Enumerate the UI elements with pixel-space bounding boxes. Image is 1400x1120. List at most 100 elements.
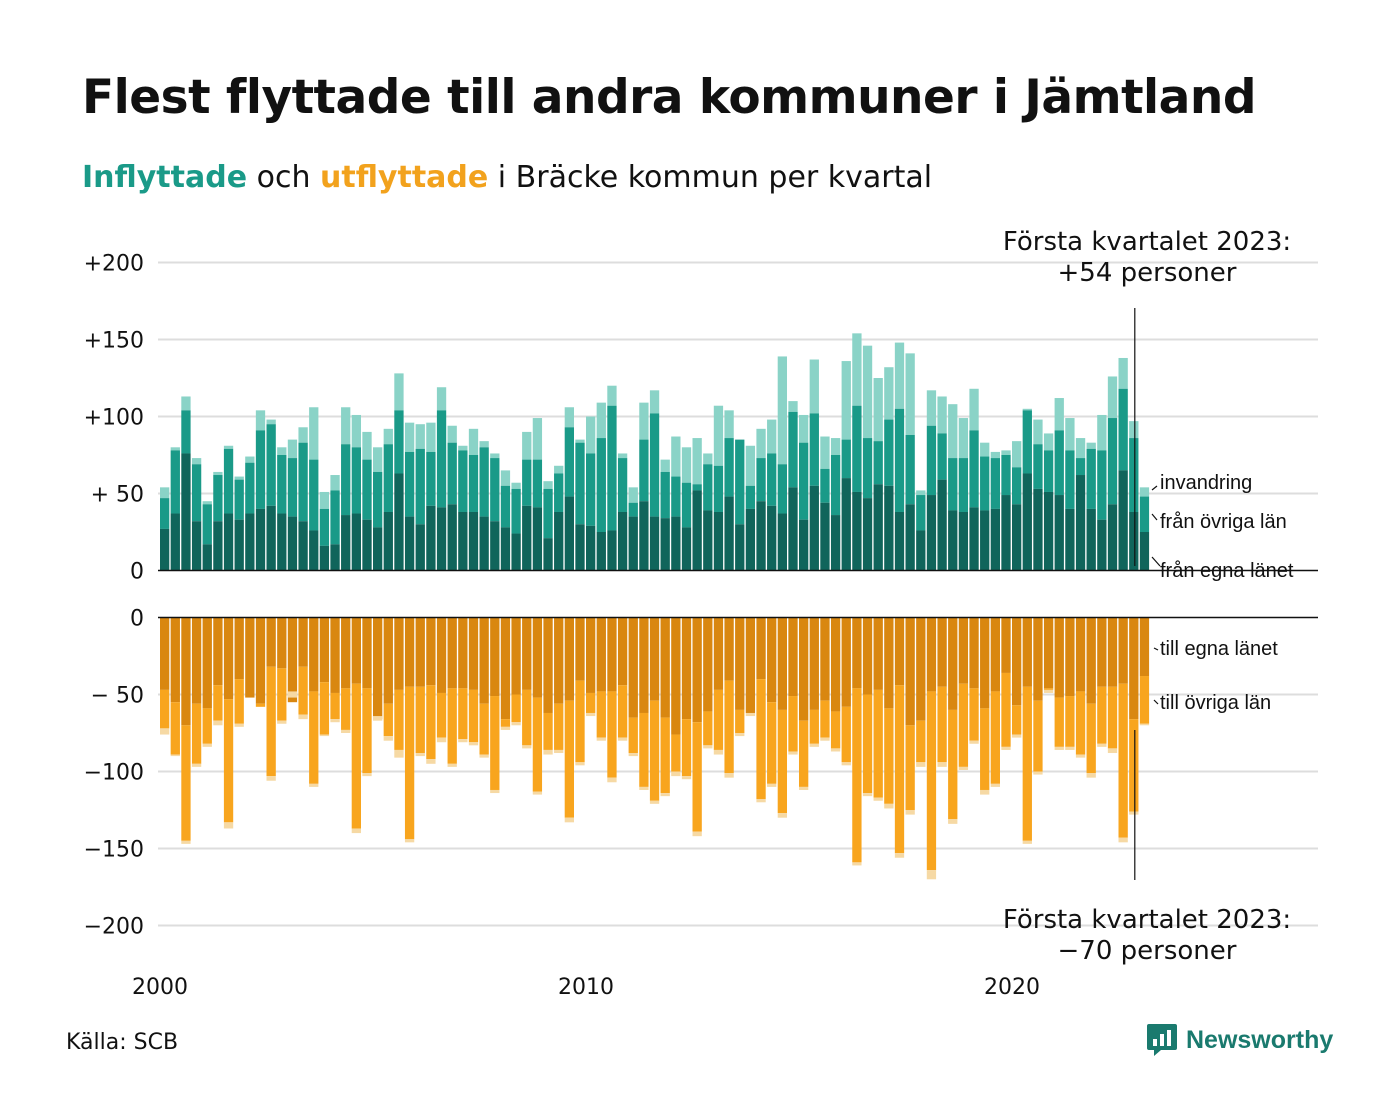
bar-in-immigration-83 — [1043, 433, 1054, 451]
bar-out-other-county-7 — [234, 679, 244, 724]
bar-out-other-county-59 — [788, 696, 798, 752]
bar-out-emigration-39 — [575, 762, 585, 766]
bar-out-own-county-56 — [756, 617, 766, 680]
chart-title: Flest flyttade till andra kommuner i Jäm… — [82, 70, 1256, 125]
bar-in-own-county-68 — [884, 485, 894, 571]
bar-out-emigration-88 — [1097, 743, 1107, 747]
bar-in-own-county-9 — [255, 508, 266, 571]
bar-in-own-county-4 — [202, 544, 212, 571]
newsworthy-logo: Newsworthy — [1146, 1022, 1333, 1058]
bar-in-own-county-44 — [628, 516, 638, 571]
bar-out-other-county-19 — [362, 688, 372, 774]
bar-out-other-county-60 — [799, 720, 809, 787]
bar-out-own-county-85 — [1065, 617, 1075, 697]
bar-in-own-county-87 — [1086, 508, 1096, 571]
bar-in-immigration-41 — [596, 402, 606, 439]
bar-in-other-county-48 — [671, 476, 681, 517]
series-leader-in-0 — [1151, 485, 1158, 491]
bar-in-other-county-9 — [255, 430, 266, 509]
bar-in-other-county-68 — [884, 419, 894, 486]
bar-out-emigration-61 — [809, 743, 819, 747]
bar-in-own-county-28 — [458, 511, 468, 571]
bar-in-own-county-86 — [1075, 475, 1086, 571]
bar-in-other-county-8 — [245, 462, 255, 514]
bar-out-own-county-6 — [223, 617, 234, 700]
bar-out-other-county-51 — [703, 711, 713, 746]
bar-in-immigration-30 — [479, 441, 489, 448]
bar-out-emigration-82 — [1033, 771, 1043, 775]
bar-out-own-county-64 — [841, 617, 851, 707]
bar-in-other-county-42 — [607, 405, 617, 531]
bar-in-other-county-38 — [564, 427, 574, 497]
bar-out-own-county-33 — [511, 617, 521, 695]
bar-out-own-county-82 — [1033, 617, 1043, 701]
bar-out-own-county-20 — [373, 617, 383, 720]
annotation-top-line-0: Första kvartalet 2023: — [1003, 227, 1291, 257]
bar-out-own-county-8 — [245, 617, 255, 698]
bar-out-other-county-0 — [160, 689, 170, 729]
bar-in-immigration-31 — [490, 453, 500, 459]
bar-out-emigration-79 — [1001, 746, 1011, 750]
bar-out-other-county-81 — [1022, 686, 1032, 841]
bar-out-own-county-41 — [596, 617, 606, 692]
bar-in-other-county-65 — [852, 405, 862, 492]
bar-out-other-county-58 — [777, 709, 787, 814]
bar-out-other-county-40 — [586, 692, 596, 713]
bar-in-own-county-70 — [905, 504, 915, 571]
series-label-in-0: invandring — [1160, 472, 1252, 494]
bar-out-emigration-66 — [862, 793, 873, 797]
bar-out-own-county-37 — [554, 617, 564, 704]
bar-in-own-county-46 — [649, 516, 660, 571]
bar-out-other-county-32 — [500, 719, 511, 727]
bar-out-own-county-45 — [639, 617, 649, 713]
bar-out-own-county-12 — [287, 617, 298, 703]
bar-in-other-county-26 — [436, 410, 447, 508]
bar-in-immigration-58 — [777, 356, 787, 465]
bar-in-other-county-11 — [277, 455, 287, 514]
bar-in-other-county-59 — [788, 411, 798, 488]
series-label-in-2: från egna länet — [1160, 560, 1294, 582]
inflow-bars — [160, 333, 1150, 571]
bar-in-other-county-90 — [1118, 388, 1128, 471]
bar-in-other-county-84 — [1054, 430, 1064, 496]
bar-out-emigration-78 — [990, 783, 1000, 787]
bar-in-other-county-36 — [543, 488, 553, 539]
bar-in-own-county-20 — [373, 527, 383, 571]
bar-in-immigration-86 — [1075, 438, 1086, 459]
bar-out-emigration-74 — [948, 819, 958, 824]
bar-out-emigration-0 — [160, 728, 170, 735]
bar-in-own-county-36 — [543, 538, 553, 571]
migration-chart: +200 +150 +100 + 50 0 0 − 50 −100 −150 −200 2000 20… — [84, 227, 1318, 1000]
bar-out-own-county-7 — [234, 617, 244, 680]
bar-out-own-county-81 — [1022, 617, 1032, 687]
bar-out-emigration-72 — [926, 870, 937, 880]
bar-in-immigration-25 — [426, 422, 436, 452]
bar-out-emigration-48 — [671, 771, 681, 777]
bar-in-own-county-91 — [1129, 511, 1139, 571]
bar-in-own-county-23 — [404, 516, 415, 571]
bar-in-own-county-5 — [213, 521, 223, 571]
bar-in-own-county-60 — [799, 519, 809, 571]
bar-in-own-county-76 — [969, 507, 979, 571]
bar-in-own-county-66 — [862, 498, 873, 571]
bar-out-other-county-18 — [351, 683, 361, 829]
bar-out-own-county-67 — [873, 617, 883, 690]
bar-in-own-county-63 — [830, 515, 841, 571]
bar-out-other-county-3 — [191, 703, 202, 764]
bar-in-immigration-57 — [767, 419, 777, 454]
bar-out-other-county-38 — [564, 700, 574, 818]
bar-in-immigration-82 — [1033, 419, 1043, 445]
bar-out-emigration-25 — [426, 759, 436, 764]
bar-out-own-county-32 — [500, 617, 511, 720]
bar-out-own-county-58 — [777, 617, 787, 710]
bar-in-own-county-45 — [639, 501, 649, 571]
bar-in-immigration-20 — [373, 447, 383, 472]
bar-in-other-county-1 — [170, 450, 180, 514]
bar-out-other-county-4 — [202, 708, 212, 744]
bar-in-immigration-5 — [213, 471, 223, 476]
bar-out-emigration-5 — [213, 720, 223, 726]
bar-out-other-county-14 — [309, 691, 319, 784]
bar-out-own-county-71 — [916, 617, 926, 721]
bar-out-emigration-84 — [1054, 746, 1064, 750]
bar-out-own-county-78 — [990, 617, 1000, 692]
